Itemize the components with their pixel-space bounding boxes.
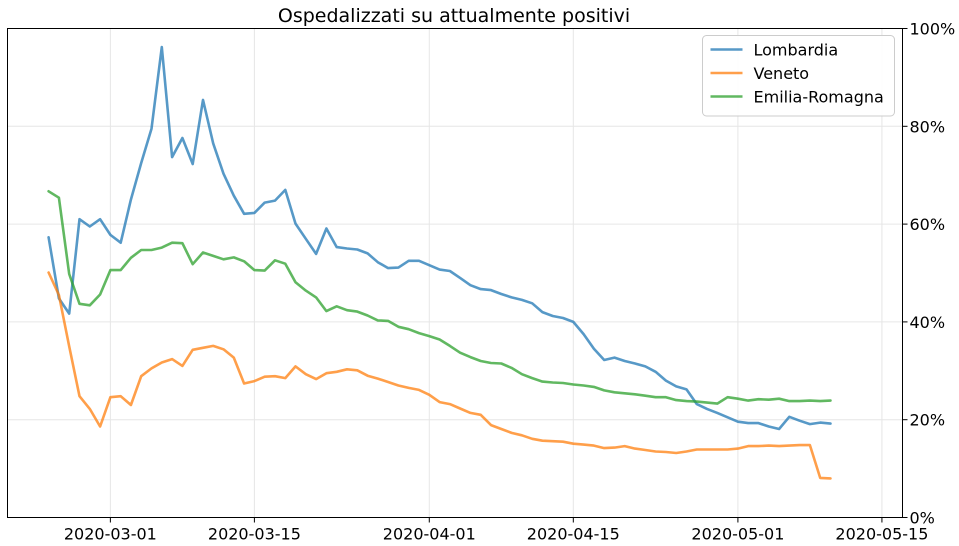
plot-frame <box>7 28 903 518</box>
legend: Lombardia Veneto Emilia-Romagna <box>702 35 895 117</box>
x-tick-label: 2020-04-01 <box>383 525 476 544</box>
x-axis: 2020-03-01 2020-03-15 2020-04-01 2020-04-15… <box>64 517 928 544</box>
legend-box <box>702 35 895 117</box>
y-tick-label: 80% <box>910 117 946 136</box>
chart-title: Ospedalizzati su attualmente positivi <box>278 5 630 27</box>
x-tick-label: 2020-03-15 <box>208 525 301 544</box>
legend-label: Veneto <box>754 64 810 83</box>
series-line-emilia-romagna <box>47 190 832 405</box>
x-tick-label: 2020-03-01 <box>64 525 157 544</box>
x-tick-label: 2020-05-01 <box>691 525 784 544</box>
y-tick-label: 40% <box>910 313 946 332</box>
y-tick-label: 0% <box>910 509 935 528</box>
legend-label: Lombardia <box>754 41 839 60</box>
x-tick-label: 2020-05-15 <box>835 525 928 544</box>
y-axis: 0% 20% 40% 60% 80% 100% <box>902 20 956 528</box>
series-lines <box>47 45 832 480</box>
y-tick-label: 60% <box>910 215 946 234</box>
series-line-lombardia <box>47 45 832 431</box>
y-tick-label: 100% <box>910 20 956 39</box>
y-tick-label: 20% <box>910 411 946 430</box>
x-tick-label: 2020-04-15 <box>527 525 620 544</box>
series-line-veneto <box>47 271 832 480</box>
legend-label: Emilia-Romagna <box>754 88 884 107</box>
